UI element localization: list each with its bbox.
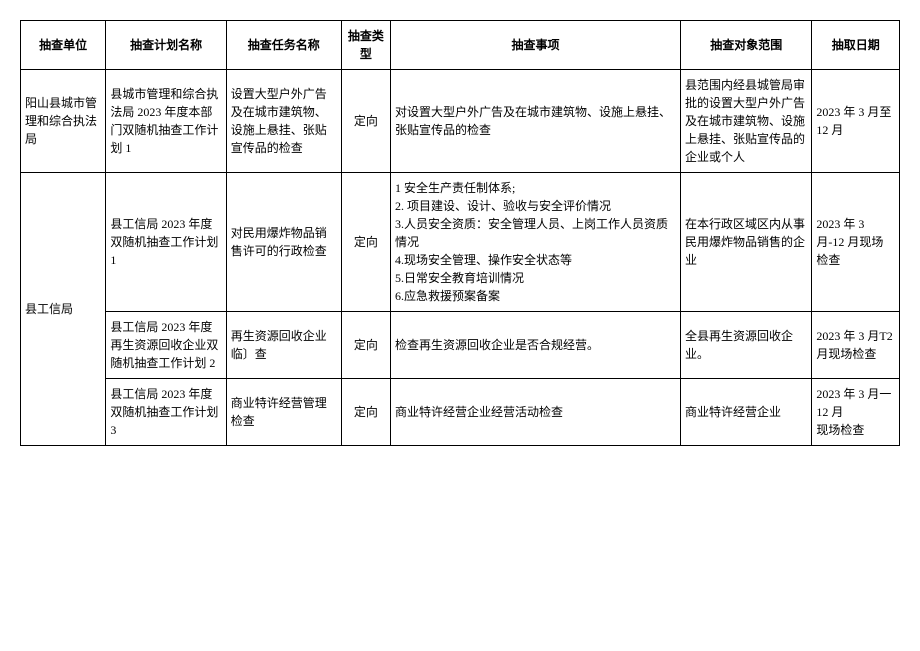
cell-item: 1 安全生产责任制体系; 2. 项目建设、设计、验收与安全评价情况 3.人员安全… — [390, 173, 680, 312]
cell-plan: 县工信局 2023 年度再生资源回收企业双随机抽查工作计划 2 — [106, 312, 226, 379]
cell-type: 定向 — [341, 312, 390, 379]
cell-task: 商业特许经营管理检查 — [226, 379, 341, 446]
header-item: 抽查事项 — [390, 21, 680, 70]
cell-type: 定向 — [341, 379, 390, 446]
table-row: 阳山县城市管理和综合执法局 县城市管理和综合执法局 2023 年度本部门双随机抽… — [21, 70, 900, 173]
cell-task: 设置大型户外广告及在城市建筑物、设施上悬挂、张贴宣传品的检查 — [226, 70, 341, 173]
cell-unit: 阳山县城市管理和综合执法局 — [21, 70, 106, 173]
cell-task: 对民用爆炸物品销售许可的行政检查 — [226, 173, 341, 312]
cell-type: 定向 — [341, 70, 390, 173]
header-plan: 抽查计划名称 — [106, 21, 226, 70]
cell-item: 检查再生资源回收企业是否合规经营。 — [390, 312, 680, 379]
cell-type: 定向 — [341, 173, 390, 312]
cell-date: 2023 年 3 月至12 月 — [812, 70, 900, 173]
table-header-row: 抽查单位 抽查计划名称 抽查任务名称 抽查类型 抽查事项 抽查对象范围 抽取日期 — [21, 21, 900, 70]
table-row: 县工信局 县工信局 2023 年度双随机抽查工作计划 1 对民用爆炸物品销售许可… — [21, 173, 900, 312]
cell-date: 2023 年 3 月T2 月现场检查 — [812, 312, 900, 379]
cell-item: 对设置大型户外广告及在城市建筑物、设施上悬挂、张贴宣传品的检查 — [390, 70, 680, 173]
header-task: 抽查任务名称 — [226, 21, 341, 70]
cell-task: 再生资源回收企业临〕查 — [226, 312, 341, 379]
inspection-plan-table: 抽查单位 抽查计划名称 抽查任务名称 抽查类型 抽查事项 抽查对象范围 抽取日期… — [20, 20, 900, 446]
table-row: 县工信局 2023 年度再生资源回收企业双随机抽查工作计划 2 再生资源回收企业… — [21, 312, 900, 379]
cell-unit: 县工信局 — [21, 173, 106, 446]
header-scope: 抽查对象范围 — [681, 21, 812, 70]
cell-scope: 县范围内经县城管局审批的设置大型户外广告及在城市建筑物、设施上悬挂、张贴宣传品的… — [681, 70, 812, 173]
table-row: 县工信局 2023 年度双随机抽查工作计划 3 商业特许经营管理检查 定向 商业… — [21, 379, 900, 446]
header-date: 抽取日期 — [812, 21, 900, 70]
cell-plan: 县工信局 2023 年度双随机抽查工作计划 1 — [106, 173, 226, 312]
cell-date: 2023 年 3 月一 12 月 现场检查 — [812, 379, 900, 446]
cell-item: 商业特许经营企业经营活动检查 — [390, 379, 680, 446]
header-type: 抽查类型 — [341, 21, 390, 70]
cell-scope: 商业特许经营企业 — [681, 379, 812, 446]
cell-scope: 在本行政区域区内从事民用爆炸物品销售的企业 — [681, 173, 812, 312]
header-unit: 抽查单位 — [21, 21, 106, 70]
cell-scope: 全县再生资源回收企业。 — [681, 312, 812, 379]
cell-date: 2023 年 3 月-12 月现场检查 — [812, 173, 900, 312]
cell-plan: 县城市管理和综合执法局 2023 年度本部门双随机抽查工作计划 1 — [106, 70, 226, 173]
cell-plan: 县工信局 2023 年度双随机抽查工作计划 3 — [106, 379, 226, 446]
